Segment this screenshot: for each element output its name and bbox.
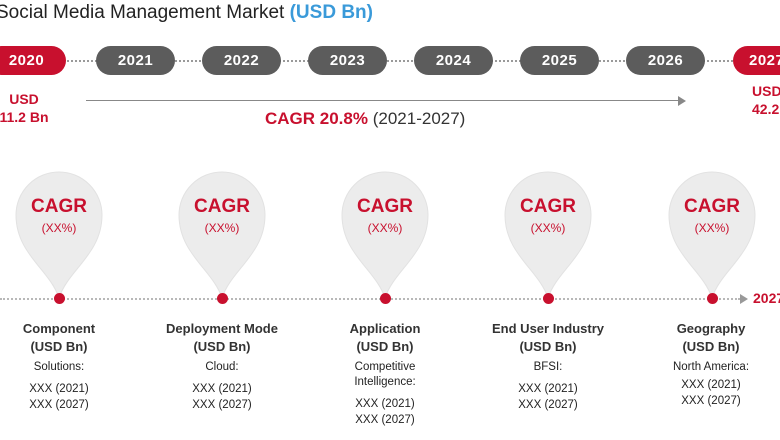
title-text: Social Media Management Market <box>0 2 290 23</box>
segment-unit: (USD Bn) <box>682 339 740 354</box>
segment-deployment-mode: Deployment Mode (USD Bn) Cloud: XXX (202… <box>147 320 297 413</box>
pin-cagr-label: CAGR <box>194 196 250 217</box>
pin-cagr-value: (XX%) <box>204 221 240 235</box>
segment-sub-label: Cloud: <box>205 361 239 373</box>
segment-dot-end-user-industry <box>543 293 554 304</box>
year-pill-2022: 2022 <box>202 46 281 75</box>
cagr-summary-range: (2021-2027) <box>372 109 466 128</box>
segment-component: Component (USD Bn) Solutions: XXX (2021)… <box>0 320 134 413</box>
segment-name: Geography <box>676 321 746 336</box>
segment-unit: (USD Bn) <box>193 339 251 354</box>
segment-dot-deployment-mode <box>217 293 228 304</box>
segment-name: Deployment Mode <box>166 321 278 336</box>
cagr-summary: CAGR 20.8% (2021-2027) <box>265 109 465 129</box>
segment-values: XXX (2021) XXX (2027) <box>636 377 780 409</box>
segment-value-2027: XXX (2027) <box>29 399 89 411</box>
year-pill-2021: 2021 <box>96 46 175 75</box>
segment-pin-deployment-mode: CAGR (XX%) <box>177 170 267 305</box>
segment-sub-label: North America: <box>672 361 750 373</box>
segment-name: Application <box>349 321 421 336</box>
cagr-arrow-line <box>86 100 678 101</box>
segment-value-2027: XXX (2027) <box>192 399 252 411</box>
pin-cagr-value: (XX%) <box>41 221 77 235</box>
pin-cagr-value: (XX%) <box>694 221 730 235</box>
year-timeline-line <box>0 60 780 62</box>
start-value-label: USD <box>9 91 39 107</box>
end-value-label: USD <box>752 83 780 99</box>
start-market-value: USD 11.2 Bn <box>0 90 60 126</box>
pin-cagr-label: CAGR <box>357 196 413 217</box>
segment-timeline-end-year: 2027 <box>753 290 780 306</box>
segment-value-2021: XXX (2021) <box>355 398 415 410</box>
segment-unit: (USD Bn) <box>356 339 414 354</box>
year-pill-2023: 2023 <box>308 46 387 75</box>
title-unit: (USD Bn) <box>289 2 373 23</box>
segment-value-2027: XXX (2027) <box>518 399 578 411</box>
pin-cagr-value: (XX%) <box>367 221 403 235</box>
pin-marker-icon <box>504 171 592 300</box>
segment-timeline-line <box>0 298 740 300</box>
segment-pin-geography: CAGR (XX%) <box>667 170 757 305</box>
segment-application: Application (USD Bn) Competitive Intelli… <box>310 320 460 428</box>
segment-name: End User Industry <box>492 321 604 336</box>
start-value: 11.2 Bn <box>0 109 49 125</box>
year-pill-2027: 2027 <box>733 46 780 75</box>
end-market-value: USD 42.2 Bn <box>738 82 780 118</box>
pin-cagr-label: CAGR <box>684 196 740 217</box>
pin-cagr-label: CAGR <box>31 196 87 217</box>
segment-dot-geography <box>707 293 718 304</box>
segment-value-2027: XXX (2027) <box>681 395 741 407</box>
segment-pin-end-user-industry: CAGR (XX%) <box>503 170 593 305</box>
pin-cagr-label: CAGR <box>520 196 576 217</box>
segment-timeline-arrow-head <box>740 294 748 304</box>
year-pill-2025: 2025 <box>520 46 599 75</box>
segment-sub-label: BFSI: <box>533 361 563 373</box>
segment-end-user-industry: End User Industry (USD Bn) BFSI: XXX (20… <box>473 320 623 413</box>
pin-marker-icon <box>668 171 756 300</box>
segment-unit: (USD Bn) <box>519 339 577 354</box>
page-title: Social Media Management Market (USD Bn) <box>0 2 373 24</box>
end-value: 42.2 Bn <box>752 101 780 117</box>
segment-values: XXX (2021) XXX (2027) <box>0 381 134 413</box>
year-pill-2024: 2024 <box>414 46 493 75</box>
year-pill-2026: 2026 <box>626 46 705 75</box>
segment-values: XXX (2021) XXX (2027) <box>147 381 297 413</box>
segment-geography: Geography (USD Bn) North America: XXX (2… <box>636 320 780 409</box>
segment-value-2021: XXX (2021) <box>192 383 252 395</box>
pin-marker-icon <box>341 171 429 300</box>
segment-sub-label: Competitive Intelligence: <box>354 361 416 388</box>
segment-values: XXX (2021) XXX (2027) <box>473 381 623 413</box>
segment-values: XXX (2021) XXX (2027) <box>310 396 460 428</box>
segment-value-2027: XXX (2027) <box>355 414 415 426</box>
segment-dot-component <box>54 293 65 304</box>
segment-name: Component <box>22 321 96 336</box>
segment-pin-component: CAGR (XX%) <box>14 170 104 305</box>
segment-pin-application: CAGR (XX%) <box>340 170 430 305</box>
year-pill-2020: 2020 <box>0 46 66 75</box>
segment-value-2021: XXX (2021) <box>681 379 741 391</box>
pin-marker-icon <box>15 171 103 300</box>
cagr-summary-value: CAGR 20.8% <box>265 109 368 128</box>
segment-value-2021: XXX (2021) <box>29 383 89 395</box>
cagr-arrow-head <box>678 96 686 106</box>
segment-unit: (USD Bn) <box>30 339 88 354</box>
segment-sub-label: Solutions: <box>33 361 85 373</box>
pin-marker-icon <box>178 171 266 300</box>
pin-cagr-value: (XX%) <box>530 221 566 235</box>
segment-value-2021: XXX (2021) <box>518 383 578 395</box>
segment-dot-application <box>380 293 391 304</box>
